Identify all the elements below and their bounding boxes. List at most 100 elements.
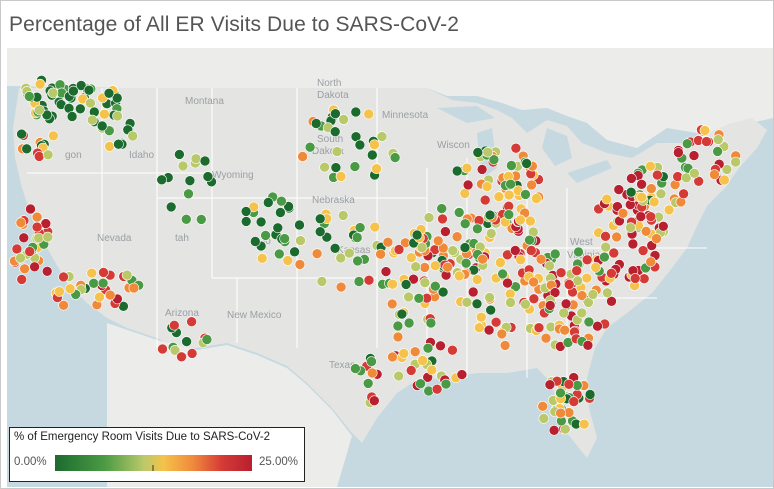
er-marker[interactable] xyxy=(121,269,133,281)
er-marker[interactable] xyxy=(423,212,435,223)
er-marker[interactable] xyxy=(202,171,214,182)
er-marker[interactable] xyxy=(600,241,612,253)
er-marker[interactable] xyxy=(560,298,572,310)
er-marker[interactable] xyxy=(645,183,657,194)
er-marker[interactable] xyxy=(581,254,593,266)
er-marker[interactable] xyxy=(502,277,513,289)
er-marker[interactable] xyxy=(380,266,392,277)
er-marker[interactable] xyxy=(636,191,648,203)
er-marker[interactable] xyxy=(75,80,87,91)
er-marker[interactable] xyxy=(104,141,115,152)
er-marker[interactable] xyxy=(41,266,53,277)
er-marker[interactable] xyxy=(576,307,588,319)
er-marker[interactable] xyxy=(484,292,495,303)
er-marker[interactable] xyxy=(503,189,515,201)
er-marker[interactable] xyxy=(83,84,95,96)
er-marker[interactable] xyxy=(688,150,700,161)
er-marker[interactable] xyxy=(521,158,532,169)
er-marker[interactable] xyxy=(505,178,516,190)
er-marker[interactable] xyxy=(98,267,109,278)
er-marker[interactable] xyxy=(42,231,54,243)
er-marker[interactable] xyxy=(273,248,285,260)
er-marker[interactable] xyxy=(31,221,43,233)
er-marker[interactable] xyxy=(544,300,556,311)
er-marker[interactable] xyxy=(128,282,140,294)
er-marker[interactable] xyxy=(663,204,675,216)
er-marker[interactable] xyxy=(16,128,27,140)
er-marker[interactable] xyxy=(31,211,43,223)
er-marker[interactable] xyxy=(417,355,428,366)
er-marker[interactable] xyxy=(590,262,602,273)
er-marker[interactable] xyxy=(371,163,382,174)
er-marker[interactable] xyxy=(354,139,366,151)
er-marker[interactable] xyxy=(338,114,349,125)
er-marker[interactable] xyxy=(255,216,267,228)
er-marker[interactable] xyxy=(400,279,412,290)
er-marker[interactable] xyxy=(314,226,326,237)
er-marker[interactable] xyxy=(169,344,181,356)
er-marker[interactable] xyxy=(294,259,306,270)
er-marker[interactable] xyxy=(429,280,441,292)
er-marker[interactable] xyxy=(510,142,522,154)
er-marker[interactable] xyxy=(156,174,167,186)
er-marker[interactable] xyxy=(260,230,271,241)
er-marker[interactable] xyxy=(376,131,388,142)
er-marker[interactable] xyxy=(335,171,347,182)
er-marker[interactable] xyxy=(190,153,202,164)
er-marker[interactable] xyxy=(426,364,438,376)
er-marker[interactable] xyxy=(453,207,465,218)
er-marker[interactable] xyxy=(583,316,595,328)
er-marker[interactable] xyxy=(549,287,561,298)
er-marker[interactable] xyxy=(462,179,474,191)
er-marker[interactable] xyxy=(483,324,495,336)
er-marker[interactable] xyxy=(645,256,657,268)
er-marker[interactable] xyxy=(587,289,599,300)
er-marker[interactable] xyxy=(657,221,669,232)
er-marker[interactable] xyxy=(366,356,377,367)
er-marker[interactable] xyxy=(23,91,35,102)
er-marker[interactable] xyxy=(275,207,286,218)
er-marker[interactable] xyxy=(451,231,463,242)
er-marker[interactable] xyxy=(181,336,192,347)
er-marker[interactable] xyxy=(537,400,549,412)
er-marker[interactable] xyxy=(177,160,189,172)
er-marker[interactable] xyxy=(186,316,197,328)
er-marker[interactable] xyxy=(396,308,408,320)
er-marker[interactable] xyxy=(730,156,741,168)
er-marker[interactable] xyxy=(515,254,526,266)
er-marker[interactable] xyxy=(524,234,535,246)
er-marker[interactable] xyxy=(48,130,59,142)
er-marker[interactable] xyxy=(640,226,652,237)
er-marker[interactable] xyxy=(436,203,448,214)
er-marker[interactable] xyxy=(576,290,588,301)
er-marker[interactable] xyxy=(520,189,531,200)
er-marker[interactable] xyxy=(459,242,471,253)
er-marker[interactable] xyxy=(99,108,110,120)
er-marker[interactable] xyxy=(181,214,192,225)
er-marker[interactable] xyxy=(571,265,583,276)
er-marker[interactable] xyxy=(283,201,294,212)
er-marker[interactable] xyxy=(453,270,465,282)
er-marker[interactable] xyxy=(33,151,45,162)
er-marker[interactable] xyxy=(289,246,300,258)
er-marker[interactable] xyxy=(96,120,108,132)
er-marker[interactable] xyxy=(626,173,637,184)
er-marker[interactable] xyxy=(488,154,500,165)
er-marker[interactable] xyxy=(310,118,322,129)
er-marker[interactable] xyxy=(363,108,375,120)
er-marker[interactable] xyxy=(555,267,567,278)
er-marker[interactable] xyxy=(18,232,30,244)
er-marker[interactable] xyxy=(472,147,484,158)
er-marker[interactable] xyxy=(382,236,394,248)
er-marker[interactable] xyxy=(408,273,419,285)
er-marker[interactable] xyxy=(113,138,124,150)
er-marker[interactable] xyxy=(651,233,662,244)
er-marker[interactable] xyxy=(279,233,290,244)
er-marker[interactable] xyxy=(363,274,375,286)
er-marker[interactable] xyxy=(24,246,36,257)
er-marker[interactable] xyxy=(403,291,414,303)
er-marker[interactable] xyxy=(87,114,98,126)
er-marker[interactable] xyxy=(699,125,711,136)
er-marker[interactable] xyxy=(461,297,473,308)
er-marker[interactable] xyxy=(351,232,363,243)
